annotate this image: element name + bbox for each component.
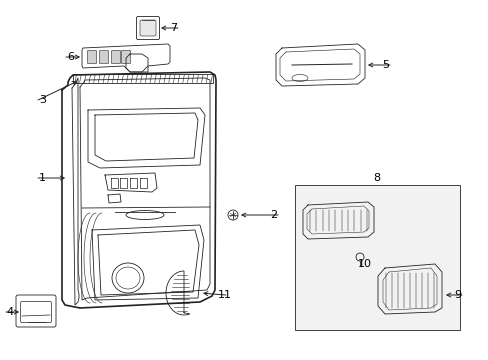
Text: 3: 3 (39, 95, 46, 105)
Text: 4: 4 (7, 307, 14, 317)
FancyBboxPatch shape (121, 50, 130, 63)
FancyBboxPatch shape (99, 50, 108, 63)
Text: 8: 8 (373, 173, 380, 183)
Text: 10: 10 (357, 259, 371, 269)
Text: 9: 9 (453, 290, 460, 300)
Text: 2: 2 (269, 210, 277, 220)
FancyBboxPatch shape (140, 20, 156, 36)
Bar (73, 74, 213, 83)
Text: 7: 7 (170, 23, 177, 33)
FancyBboxPatch shape (111, 50, 120, 63)
Text: 1: 1 (39, 173, 46, 183)
Text: 5: 5 (381, 60, 388, 70)
FancyBboxPatch shape (87, 50, 96, 63)
Text: 11: 11 (218, 290, 231, 300)
Text: 6: 6 (67, 52, 74, 62)
Bar (294, 185, 459, 330)
